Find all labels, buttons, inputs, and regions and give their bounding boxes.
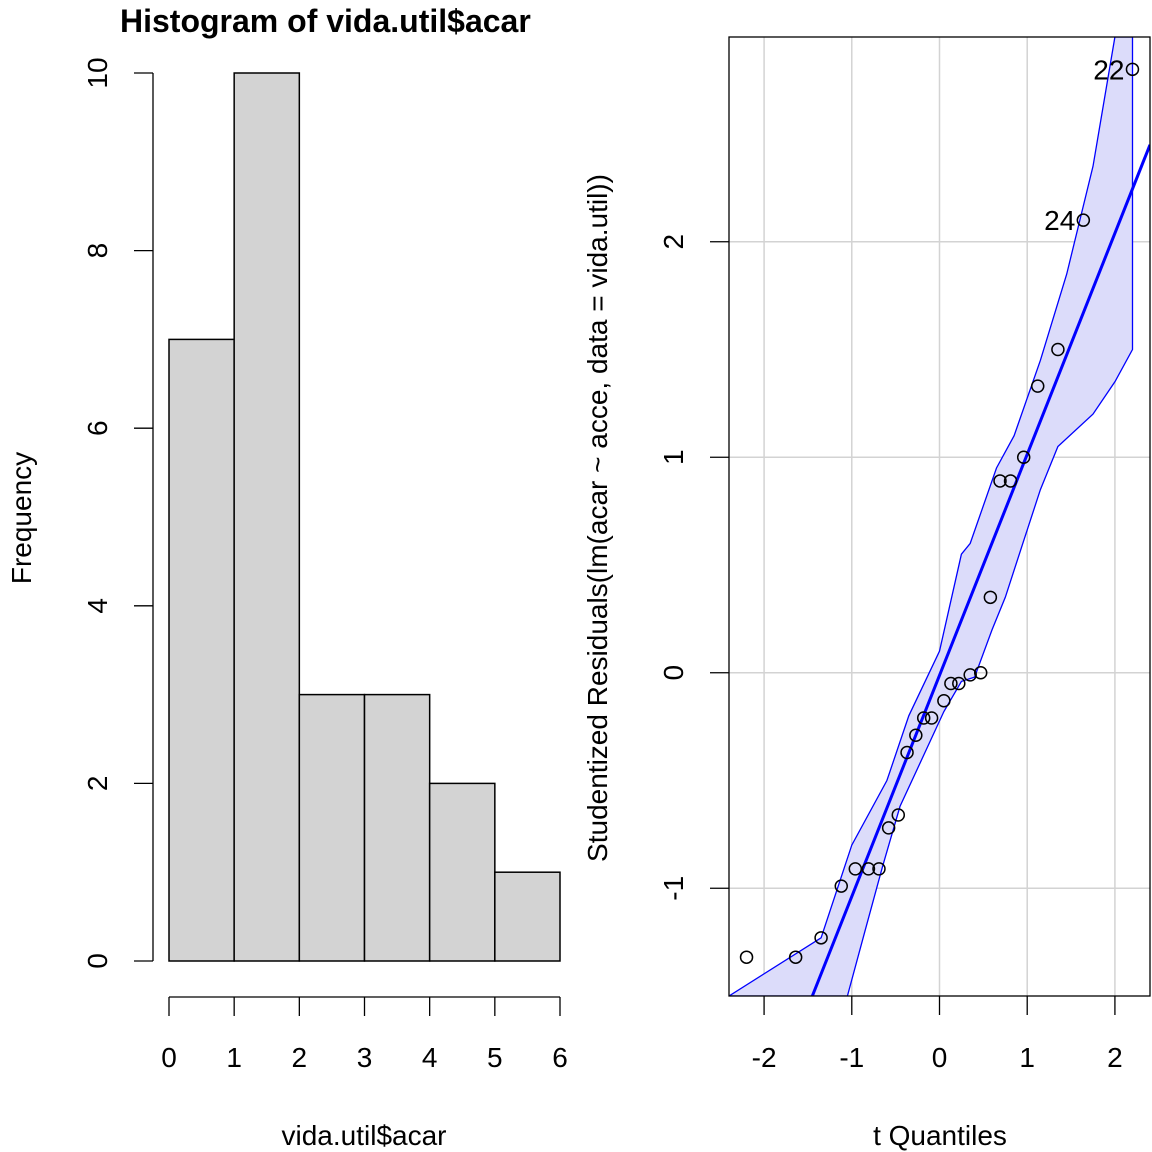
qq-x-axis-title: t Quantiles [873, 1120, 1007, 1151]
qq-point [1125, 62, 1140, 77]
histogram-y-tick-label: 8 [82, 243, 113, 259]
qq-point [944, 676, 958, 691]
qq-y-axis: -1 0 1 2 [658, 234, 729, 901]
qq-y-tick-label: 0 [658, 665, 689, 681]
qq-point [916, 711, 931, 725]
histogram-title: Histogram of vida.util$acar [120, 3, 531, 39]
qq-point [973, 665, 988, 680]
histogram-y-tick-label: 2 [82, 776, 113, 792]
histogram-x-tick-label: 1 [226, 1042, 242, 1073]
histogram-x-tick-label: 0 [161, 1042, 177, 1073]
qq-point-label: 24 [1044, 205, 1075, 236]
histogram-y-tick-label: 0 [82, 953, 113, 969]
histogram-bar [363, 693, 431, 962]
qq-grid [729, 37, 1150, 996]
histogram-x-tick-label: 5 [487, 1042, 503, 1073]
qq-point [788, 950, 803, 964]
qq-point [1051, 342, 1065, 357]
histogram-y-axis: 0 2 4 6 8 10 [82, 57, 154, 969]
qq-point [739, 950, 754, 964]
qq-point [834, 879, 849, 893]
histogram-y-tick-label: 4 [82, 598, 113, 614]
qq-point [983, 590, 998, 605]
qq-y-tick-label: 1 [658, 449, 689, 465]
qq-point [1076, 213, 1091, 227]
qq-y-axis-title: Studentized Residuals(lm(acar ~ acce, da… [582, 174, 613, 862]
qq-point [963, 668, 977, 682]
histogram-bar [233, 72, 301, 962]
qq-y-tick-label: 2 [658, 234, 689, 250]
qq-x-tick-label: -2 [752, 1042, 777, 1073]
qq-x-tick-label: 0 [932, 1042, 948, 1073]
qq-point [924, 711, 939, 725]
qq-point [814, 931, 828, 945]
qq-point [848, 862, 863, 876]
qq-point [952, 676, 966, 691]
qq-x-tick-label: 1 [1019, 1042, 1035, 1073]
histogram-x-tick-label: 2 [292, 1042, 308, 1073]
histogram-x-tick-label: 3 [357, 1042, 373, 1073]
histogram-bar [168, 338, 235, 962]
qq-point [881, 821, 896, 835]
qq-reference-line [810, 144, 1150, 996]
qq-point [937, 694, 951, 708]
histogram-x-tick-label: 4 [422, 1042, 438, 1073]
qq-point [891, 808, 906, 822]
histogram-y-tick-label: 10 [82, 57, 113, 88]
histogram-y-tick-label: 6 [82, 420, 113, 436]
qq-point-labels: 22 24 [1044, 54, 1124, 236]
qq-x-axis: -2 -1 0 1 2 [752, 996, 1123, 1073]
qq-point [1003, 474, 1018, 488]
histogram-x-axis: 0 1 2 3 4 5 6 [161, 996, 568, 1073]
qq-points [739, 62, 1140, 964]
qq-x-tick-label: -1 [839, 1042, 864, 1073]
qq-point [872, 862, 886, 876]
histogram-bar [428, 782, 496, 962]
qq-confidence-band [729, 37, 1134, 996]
qq-point [1016, 450, 1031, 464]
histogram-bars [168, 72, 561, 962]
histogram-y-axis-title: Frequency [6, 452, 37, 584]
qq-point [900, 745, 914, 760]
qq-x-tick-label: 2 [1107, 1042, 1123, 1073]
qq-point [861, 862, 876, 876]
qq-point-label: 22 [1093, 54, 1124, 85]
qq-y-tick-label: -1 [658, 876, 689, 901]
histogram-bar [494, 871, 561, 962]
qq-point [1030, 379, 1045, 393]
qq-point [993, 474, 1007, 488]
histogram-x-tick-label: 6 [552, 1042, 568, 1073]
histogram-panel: Histogram of vida.util$acar 0 2 4 6 8 10 0 1 2 3… [6, 3, 568, 1151]
histogram-bar [298, 693, 366, 962]
histogram-x-axis-title: vida.util$acar [282, 1120, 447, 1151]
qq-point [909, 728, 923, 742]
qq-panel: 22 24 -2 -1 0 1 2 -1 0 1 2 t Quantiles Studentiz… [582, 36, 1151, 1151]
